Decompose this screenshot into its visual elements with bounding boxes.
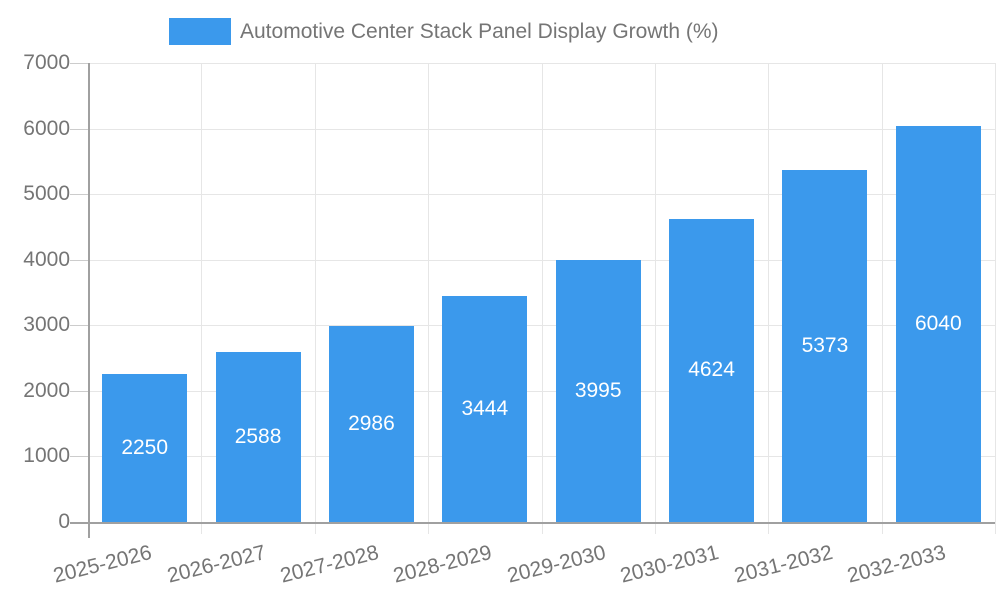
x-tick-label: 2032-2033 — [844, 541, 948, 588]
y-tick-mark — [70, 194, 88, 196]
x-gridline — [995, 63, 996, 534]
x-tick-label: 2030-2031 — [618, 541, 722, 588]
legend-swatch — [169, 18, 231, 45]
bar-value-label: 2986 — [348, 412, 395, 436]
y-tick-mark — [70, 128, 88, 130]
y-tick-label: 2000 — [23, 378, 70, 402]
y-tick-label: 7000 — [23, 51, 70, 74]
bar: 4624 — [669, 218, 755, 522]
bar: 6040 — [895, 125, 981, 522]
bar: 3444 — [442, 296, 528, 522]
x-gridline — [881, 63, 883, 534]
bar: 2588 — [215, 352, 301, 522]
x-gridline — [654, 63, 656, 534]
x-gridline — [541, 63, 543, 534]
y-axis-line — [88, 63, 90, 538]
bar-value-label: 3995 — [574, 379, 622, 402]
x-gridline — [768, 63, 770, 534]
bar-value-label: 6040 — [914, 311, 962, 335]
bar-value-label: 5373 — [801, 333, 849, 357]
y-tick-label: 4000 — [23, 247, 70, 271]
x-tick-label: 2031-2032 — [731, 541, 835, 588]
bar-value-label: 4624 — [688, 358, 735, 382]
x-tick-label: 2029-2030 — [504, 541, 608, 588]
y-gridline — [88, 128, 995, 130]
y-tick-label: 6000 — [23, 116, 70, 140]
x-gridline — [428, 63, 430, 534]
bar: 3995 — [555, 260, 641, 522]
x-axis-line — [70, 522, 995, 524]
chart-title: Automotive Center Stack Panel Display Gr… — [240, 19, 719, 43]
y-tick-label: 0 — [58, 510, 70, 533]
bar-value-label: 2588 — [234, 425, 282, 449]
x-gridline — [201, 63, 203, 534]
y-tick-mark — [70, 456, 88, 458]
x-tick-label: 2028-2029 — [391, 541, 495, 588]
y-tick-mark — [70, 325, 88, 327]
x-gridline — [314, 63, 316, 534]
bar-value-label: 2250 — [121, 436, 169, 460]
bar-value-label: 3444 — [461, 397, 509, 421]
x-tick-label: 2026-2027 — [164, 541, 268, 588]
x-tick-label: 2027-2028 — [277, 541, 382, 588]
y-tick-label: 1000 — [23, 444, 70, 468]
y-gridline — [88, 63, 995, 64]
y-tick-mark — [70, 390, 88, 392]
y-tick-label: 3000 — [23, 313, 70, 337]
y-tick-label: 5000 — [23, 182, 70, 206]
y-tick-mark — [70, 259, 88, 261]
chart-legend: Automotive Center Stack Panel Display Gr… — [169, 18, 719, 45]
x-tick-label: 2025-2026 — [51, 541, 155, 588]
bar: 2986 — [328, 326, 414, 522]
y-tick-mark — [70, 63, 88, 64]
bar: 2250 — [102, 374, 188, 522]
bar: 5373 — [782, 169, 868, 522]
